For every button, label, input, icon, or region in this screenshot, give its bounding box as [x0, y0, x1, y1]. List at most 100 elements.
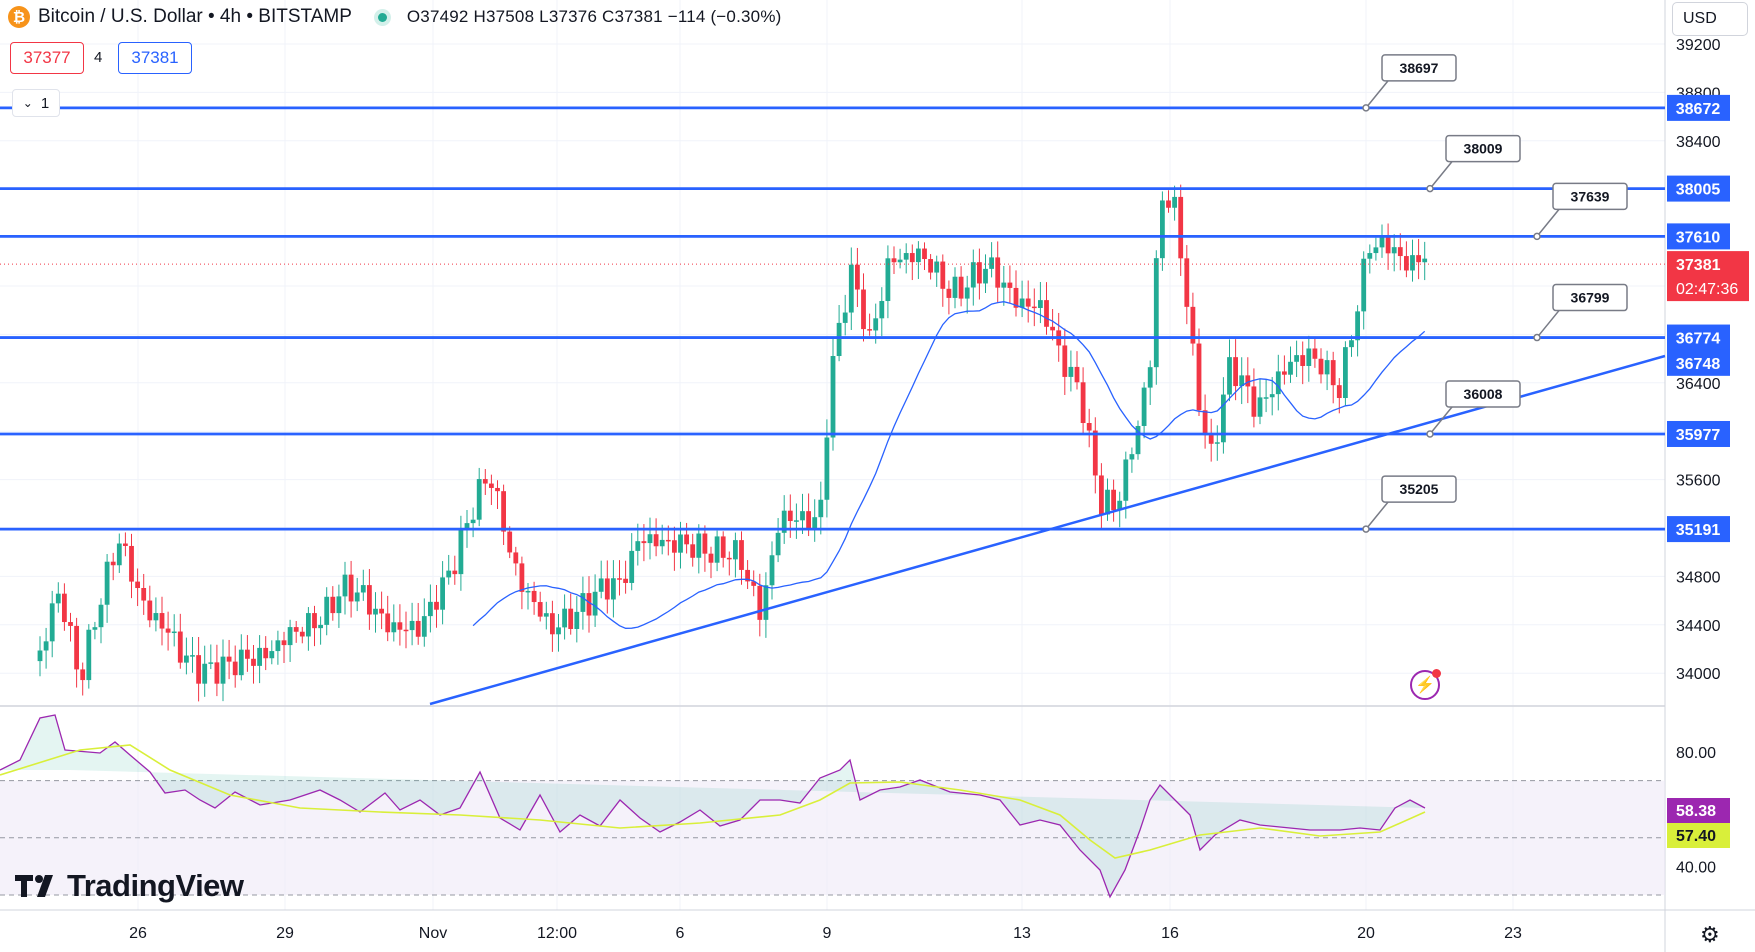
candle[interactable]: [324, 596, 330, 625]
candle[interactable]: [1282, 371, 1287, 375]
candle[interactable]: [129, 545, 134, 582]
candle[interactable]: [897, 259, 903, 263]
candle[interactable]: [360, 585, 366, 593]
candle[interactable]: [1404, 256, 1409, 271]
candle[interactable]: [702, 533, 708, 554]
candle[interactable]: [836, 322, 842, 357]
callout-anchor[interactable]: [1533, 333, 1541, 342]
candle[interactable]: [1367, 253, 1373, 259]
candle[interactable]: [781, 510, 787, 533]
candle[interactable]: [830, 356, 836, 438]
candle[interactable]: [1166, 200, 1171, 208]
candle[interactable]: [43, 641, 49, 651]
candle[interactable]: [842, 312, 848, 323]
candle[interactable]: [373, 608, 378, 615]
buy-quote-button[interactable]: 37381: [118, 42, 192, 74]
candle[interactable]: [891, 258, 897, 263]
sell-quote-button[interactable]: 37377: [10, 42, 84, 74]
candle[interactable]: [1416, 255, 1421, 263]
candle[interactable]: [684, 534, 689, 545]
candle[interactable]: [1294, 355, 1299, 362]
candle[interactable]: [1050, 326, 1055, 331]
candle[interactable]: [208, 662, 214, 664]
candle[interactable]: [1074, 366, 1080, 383]
candle[interactable]: [1214, 442, 1220, 444]
candle[interactable]: [92, 627, 98, 630]
candle[interactable]: [415, 620, 421, 637]
candle[interactable]: [123, 543, 128, 546]
candle[interactable]: [1038, 300, 1043, 308]
candle[interactable]: [1190, 306, 1196, 344]
candle[interactable]: [775, 532, 781, 556]
candle[interactable]: [299, 631, 305, 637]
candle[interactable]: [287, 627, 293, 646]
candle[interactable]: [1019, 298, 1025, 308]
candle[interactable]: [1263, 397, 1269, 399]
candle[interactable]: [1275, 371, 1281, 395]
candle[interactable]: [665, 539, 671, 542]
callout-anchor[interactable]: [1362, 104, 1370, 112]
candle[interactable]: [879, 301, 885, 319]
candle[interactable]: [245, 649, 250, 659]
candle[interactable]: [1239, 375, 1245, 387]
candle[interactable]: [604, 578, 610, 600]
candle[interactable]: [1123, 459, 1129, 501]
candle[interactable]: [916, 248, 921, 263]
candle[interactable]: [1141, 387, 1147, 426]
candle[interactable]: [440, 577, 445, 610]
candle[interactable]: [1343, 347, 1348, 399]
candle[interactable]: [379, 608, 384, 614]
candle[interactable]: [1245, 375, 1251, 387]
callout-anchor[interactable]: [1362, 525, 1370, 533]
candle[interactable]: [1105, 489, 1110, 515]
candle[interactable]: [232, 661, 238, 676]
candle[interactable]: [812, 517, 818, 531]
candle[interactable]: [385, 613, 391, 633]
candle[interactable]: [1092, 430, 1098, 476]
candle[interactable]: [1153, 258, 1159, 368]
candle[interactable]: [824, 437, 830, 500]
candle[interactable]: [647, 534, 653, 544]
candle[interactable]: [37, 650, 43, 662]
candle[interactable]: [257, 647, 262, 666]
candle[interactable]: [1385, 235, 1391, 254]
candle[interactable]: [482, 479, 488, 484]
candle[interactable]: [1001, 282, 1007, 288]
candle[interactable]: [574, 611, 580, 629]
candle[interactable]: [1251, 386, 1257, 417]
candle[interactable]: [720, 536, 726, 558]
candle[interactable]: [1086, 423, 1092, 431]
candle[interactable]: [1062, 345, 1068, 377]
price-callout[interactable]: [1445, 134, 1521, 163]
candle[interactable]: [238, 649, 244, 676]
candle[interactable]: [1135, 425, 1141, 455]
candle[interactable]: [739, 540, 744, 570]
candle[interactable]: [135, 581, 140, 589]
candle[interactable]: [934, 261, 940, 273]
price-callout[interactable]: [1445, 380, 1521, 408]
candle[interactable]: [293, 627, 299, 632]
symbol-title[interactable]: Bitcoin / U.S. Dollar • 4h • BITSTAMP: [38, 6, 352, 27]
candle[interactable]: [678, 534, 683, 553]
candle[interactable]: [507, 531, 513, 553]
candle[interactable]: [958, 276, 964, 299]
price-callout[interactable]: [1381, 54, 1457, 82]
candle[interactable]: [818, 499, 824, 518]
candle[interactable]: [464, 523, 470, 530]
candle[interactable]: [1031, 306, 1037, 309]
candle[interactable]: [568, 608, 574, 629]
candle[interactable]: [1117, 500, 1123, 511]
candle[interactable]: [873, 318, 879, 331]
candle[interactable]: [928, 259, 933, 273]
candle[interactable]: [184, 655, 189, 663]
candle[interactable]: [537, 602, 543, 617]
candle[interactable]: [403, 629, 409, 632]
candle[interactable]: [1147, 367, 1153, 388]
candle[interactable]: [726, 557, 732, 560]
candle[interactable]: [409, 620, 415, 631]
candle[interactable]: [623, 578, 628, 583]
candle[interactable]: [1373, 247, 1379, 254]
candle[interactable]: [1099, 475, 1104, 515]
candle[interactable]: [1068, 366, 1074, 377]
